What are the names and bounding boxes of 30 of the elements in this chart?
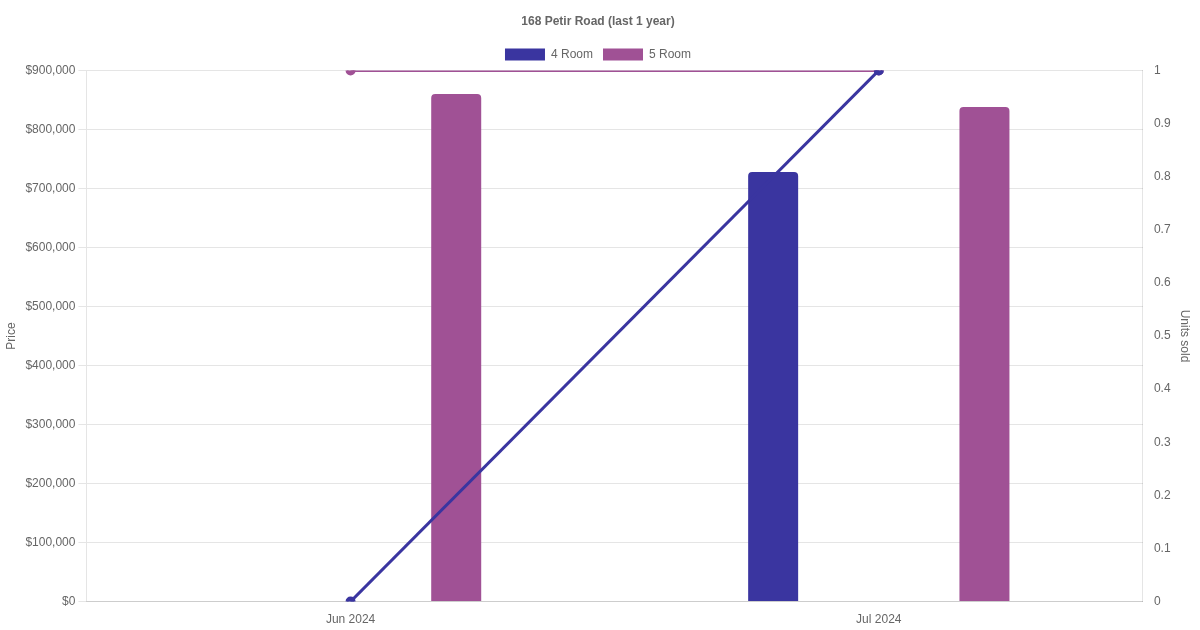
y2-axis-title: Units sold (1178, 309, 1193, 363)
bar (959, 106, 1010, 602)
y2-tick-label: 0.3 (1153, 434, 1171, 449)
y2-tick-label: 0.2 (1153, 487, 1171, 502)
y-tick-label: $800,000 (25, 121, 76, 136)
chart-title: 168 Petir Road (last 1 year) (521, 13, 675, 28)
y2-tick-label: 0.7 (1153, 222, 1171, 237)
y-tick-label: $600,000 (25, 239, 76, 254)
y2-tick-label: 0.5 (1153, 328, 1171, 343)
y-tick-label: $100,000 (25, 534, 76, 549)
y-tick-label: $400,000 (25, 357, 76, 372)
x-tick-label: Jun 2024 (325, 612, 376, 627)
y-tick-label: $300,000 (25, 416, 76, 431)
y2-tick-label: 0.1 (1153, 540, 1171, 555)
y-tick-label: $900,000 (25, 62, 76, 77)
x-tick-label: Jul 2024 (856, 612, 902, 627)
y-tick-label: $500,000 (25, 298, 76, 313)
bar (431, 94, 482, 602)
y2-tick-label: 0.4 (1153, 381, 1171, 396)
y-tick-label: $0 (62, 593, 76, 608)
y-tick-label: $200,000 (25, 475, 76, 490)
y2-tick-label: 0 (1153, 593, 1161, 608)
y-tick-label: $700,000 (25, 180, 76, 195)
legend-label: 4 Room (550, 46, 594, 61)
y2-tick-label: 1 (1153, 62, 1161, 77)
legend-label: 5 Room (649, 46, 692, 61)
y2-tick-label: 0.6 (1153, 275, 1171, 290)
y2-tick-label: 0.9 (1153, 115, 1171, 130)
y2-tick-label: 0.8 (1153, 168, 1171, 183)
y-axis-title: Price (3, 322, 18, 350)
